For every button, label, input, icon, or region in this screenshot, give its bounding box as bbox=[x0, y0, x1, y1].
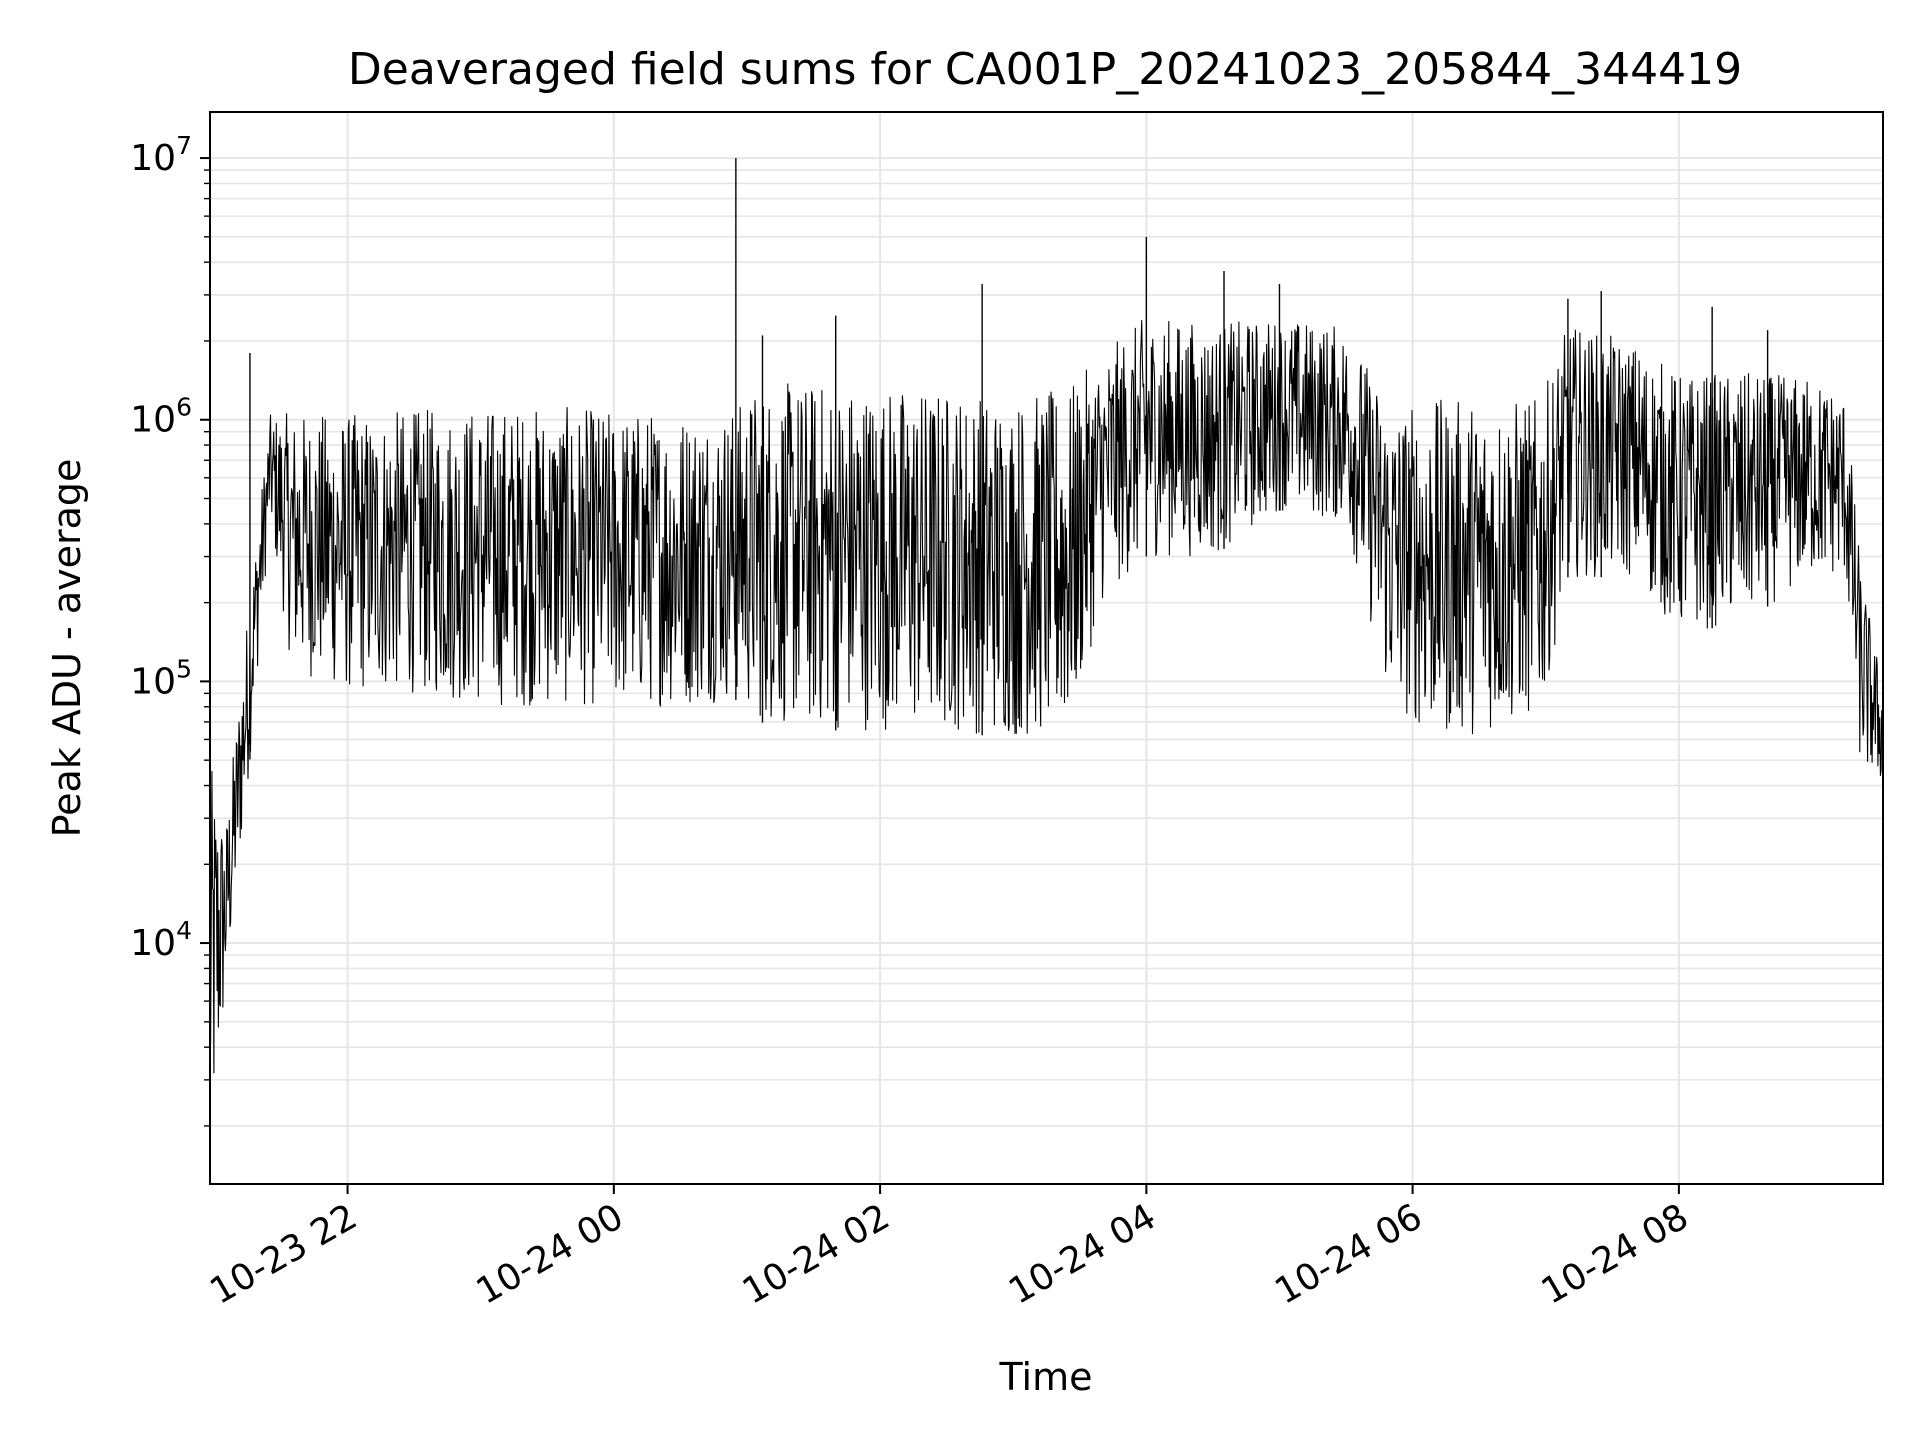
y-tick-label: 107 bbox=[130, 131, 192, 179]
y-tick-label: 105 bbox=[130, 654, 192, 702]
y-tick-label: 106 bbox=[130, 393, 192, 441]
y-axis-label: Peak ADU - average bbox=[45, 459, 89, 838]
chart-title: Deaveraged field sums for CA001P_2024102… bbox=[348, 44, 1742, 95]
x-axis-label: Time bbox=[999, 1355, 1093, 1399]
series-layer bbox=[209, 158, 1884, 1074]
plot-frame bbox=[209, 111, 1884, 1185]
y-tick-label: 104 bbox=[130, 916, 192, 964]
series-line bbox=[209, 320, 1884, 1074]
y-axis: 104 105 106 107 bbox=[130, 131, 210, 1127]
